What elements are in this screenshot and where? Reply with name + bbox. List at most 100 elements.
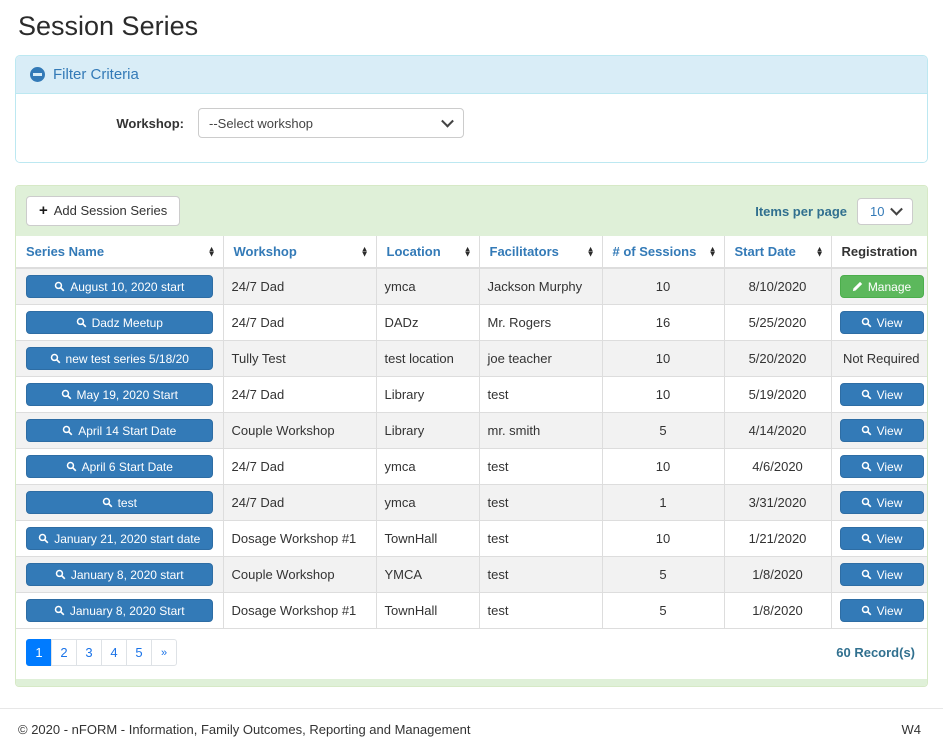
filter-panel: Filter Criteria Workshop: --Select works…: [15, 55, 928, 163]
table-body: August 10, 2020 start 24/7 Dad ymca Jack…: [16, 267, 927, 628]
series-name-button[interactable]: test: [26, 491, 213, 514]
column-header-series-name[interactable]: Series Name: [16, 236, 223, 269]
cell-start-date: 5/25/2020: [723, 304, 831, 341]
sort-up-down-icon: [587, 246, 595, 257]
cell-workshop: 24/7 Dad: [222, 376, 376, 413]
cell-start-date: 5/20/2020: [723, 340, 831, 377]
column-header-num-sessions[interactable]: # of Sessions: [601, 236, 724, 269]
cell-workshop: 24/7 Dad: [222, 267, 376, 305]
cell-sessions: 10: [601, 376, 724, 413]
series-name-button[interactable]: new test series 5/18/20: [26, 347, 213, 370]
cell-workshop: Couple Workshop: [222, 412, 376, 449]
pagination-page-5[interactable]: 5: [126, 639, 152, 666]
workshop-select-wrap: --Select workshop: [198, 108, 464, 138]
search-icon: [54, 605, 65, 616]
table-row: new test series 5/18/20 Tully Test test …: [16, 340, 927, 377]
search-icon: [861, 317, 872, 328]
registration-not-required-text: Not Required: [830, 340, 927, 377]
table-row: May 19, 2020 Start 24/7 Dad Library test…: [16, 376, 927, 413]
series-name-button[interactable]: April 6 Start Date: [26, 455, 213, 478]
filter-criteria-title: Filter Criteria: [53, 66, 139, 83]
search-icon: [861, 461, 872, 472]
pagination-page-3[interactable]: 3: [76, 639, 102, 666]
view-registration-button[interactable]: View: [839, 455, 924, 478]
page-container: Session Series Filter Criteria Workshop:…: [0, 11, 943, 687]
table-row: January 21, 2020 start date Dosage Works…: [16, 520, 927, 557]
cell-location: DADz: [375, 304, 479, 341]
column-header-start-date[interactable]: Start Date: [723, 236, 831, 269]
search-icon: [50, 353, 60, 364]
series-name-button[interactable]: August 10, 2020 start: [26, 275, 213, 298]
cell-workshop: Tully Test: [222, 340, 376, 377]
cell-location: TownHall: [375, 520, 479, 557]
cell-sessions: 5: [601, 412, 724, 449]
cell-facilitators: test: [478, 484, 602, 521]
workshop-select[interactable]: --Select workshop: [198, 108, 464, 138]
cell-facilitators: test: [478, 556, 602, 593]
series-name-button[interactable]: January 8, 2020 Start: [26, 599, 213, 622]
series-name-button[interactable]: January 8, 2020 start: [26, 563, 213, 586]
view-registration-button[interactable]: View: [839, 311, 924, 334]
cell-sessions: 10: [601, 340, 724, 377]
view-registration-button[interactable]: View: [839, 383, 924, 406]
table-header-row: Series Name Workshop Location Facilitato…: [16, 236, 927, 269]
minus-circle-icon: [30, 67, 45, 82]
series-name-button[interactable]: April 14 Start Date: [26, 419, 213, 442]
sort-up-down-icon: [709, 246, 717, 257]
cell-workshop: 24/7 Dad: [222, 304, 376, 341]
filter-body: Workshop: --Select workshop: [16, 94, 927, 162]
view-registration-button[interactable]: View: [839, 491, 924, 514]
cell-sessions: 10: [601, 520, 724, 557]
search-icon: [66, 461, 76, 472]
search-icon: [54, 281, 65, 292]
view-registration-button[interactable]: View: [839, 599, 924, 622]
add-session-series-label: Add Session Series: [53, 203, 168, 218]
series-name-button[interactable]: January 21, 2020 start date: [26, 527, 213, 550]
cell-location: ymca: [375, 484, 479, 521]
cell-facilitators: test: [478, 520, 602, 557]
items-per-page-select[interactable]: 10: [857, 197, 913, 225]
table-row: January 8, 2020 Start Dosage Workshop #1…: [16, 592, 927, 628]
items-per-page-select-wrap: 10: [857, 197, 913, 225]
manage-registration-button[interactable]: Manage: [839, 275, 924, 298]
record-count: 60 Record(s): [836, 645, 915, 660]
column-header-facilitators[interactable]: Facilitators: [478, 236, 602, 269]
cell-location: TownHall: [375, 592, 479, 628]
cell-facilitators: mr. smith: [478, 412, 602, 449]
cell-start-date: 1/8/2020: [723, 592, 831, 628]
search-icon: [61, 389, 71, 400]
session-series-table: Series Name Workshop Location Facilitato…: [16, 236, 927, 628]
pagination-page-2[interactable]: 2: [51, 639, 77, 666]
series-name-button[interactable]: Dadz Meetup: [26, 311, 213, 334]
search-icon: [861, 389, 872, 400]
filter-criteria-header[interactable]: Filter Criteria: [16, 56, 927, 94]
view-registration-button[interactable]: View: [839, 419, 924, 442]
cell-start-date: 4/6/2020: [723, 448, 831, 485]
table-row: April 14 Start Date Couple Workshop Libr…: [16, 412, 927, 449]
items-per-page: Items per page 10: [755, 197, 917, 225]
series-name-button[interactable]: May 19, 2020 Start: [26, 383, 213, 406]
cell-workshop: Dosage Workshop #1: [222, 592, 376, 628]
table-row: August 10, 2020 start 24/7 Dad ymca Jack…: [16, 267, 927, 305]
pagination-next-button[interactable]: »: [151, 639, 177, 666]
pagination-page-4[interactable]: 4: [101, 639, 127, 666]
cell-location: Library: [375, 376, 479, 413]
add-session-series-button[interactable]: Add Session Series: [26, 196, 181, 226]
table-row: April 6 Start Date 24/7 Dad ymca test 10…: [16, 448, 927, 485]
cell-sessions: 16: [601, 304, 724, 341]
workshop-label: Workshop:: [116, 115, 184, 131]
footer-right-label: W4: [901, 722, 922, 737]
column-header-location[interactable]: Location: [375, 236, 479, 269]
pagination-page-1[interactable]: 1: [26, 639, 52, 666]
search-icon: [55, 569, 66, 580]
copyright-text: © 2020 - nFORM - Information, Family Out…: [18, 722, 471, 737]
cell-location: ymca: [375, 448, 479, 485]
cell-workshop: Couple Workshop: [222, 556, 376, 593]
view-registration-button[interactable]: View: [839, 563, 924, 586]
cell-facilitators: joe teacher: [478, 340, 602, 377]
column-header-workshop[interactable]: Workshop: [222, 236, 376, 269]
cell-workshop: 24/7 Dad: [222, 448, 376, 485]
view-registration-button[interactable]: View: [839, 527, 924, 550]
session-series-panel: Add Session Series Items per page 10 Ser…: [15, 185, 928, 687]
sort-up-down-icon: [208, 246, 216, 257]
